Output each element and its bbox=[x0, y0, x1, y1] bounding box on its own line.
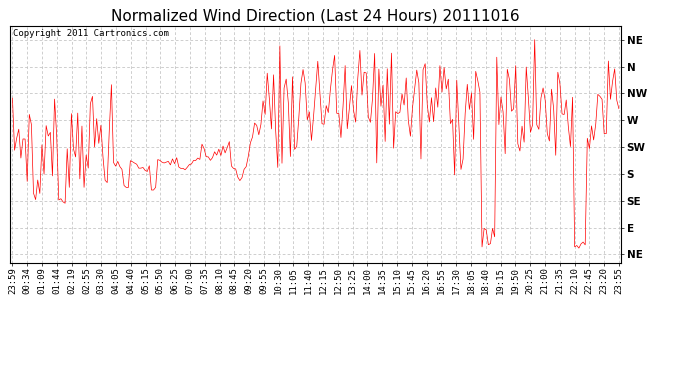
Title: Normalized Wind Direction (Last 24 Hours) 20111016: Normalized Wind Direction (Last 24 Hours… bbox=[111, 9, 520, 24]
Text: Copyright 2011 Cartronics.com: Copyright 2011 Cartronics.com bbox=[13, 28, 169, 38]
